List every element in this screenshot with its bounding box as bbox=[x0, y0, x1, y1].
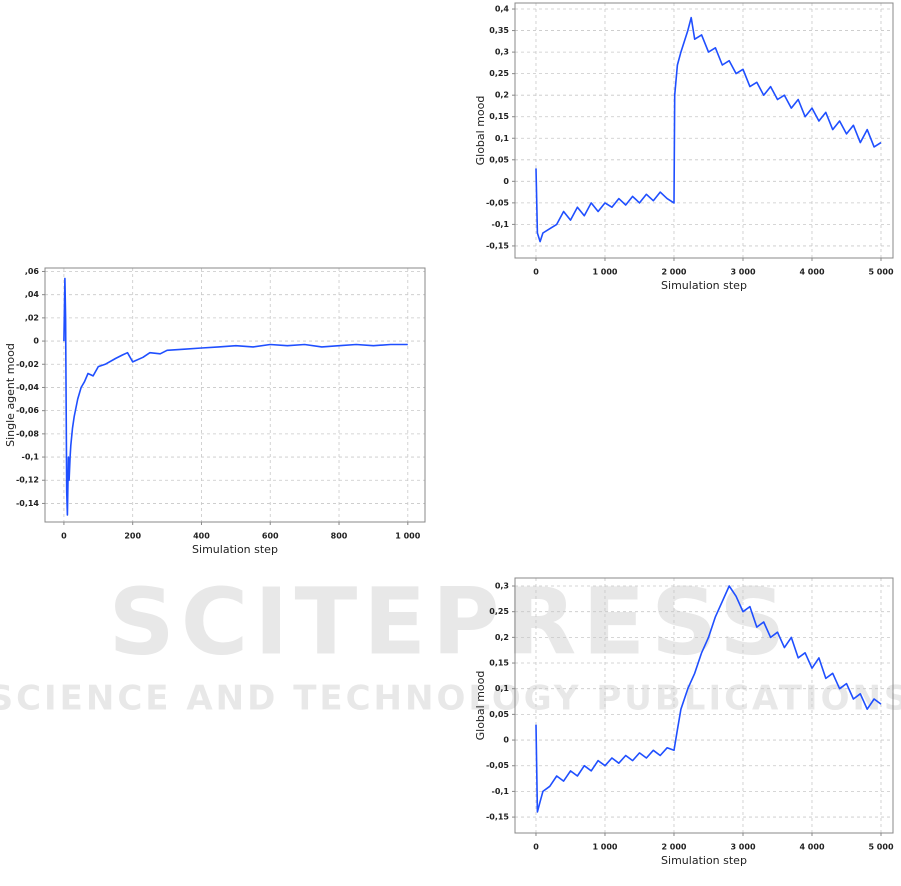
x-tick-label: 4 000 bbox=[799, 268, 824, 277]
watermark-subtitle: SCIENCE AND TECHNOLOGY PUBLICATIONS bbox=[0, 679, 901, 719]
y-tick-label: -0,15 bbox=[486, 241, 509, 250]
y-tick-label: 0,25 bbox=[489, 607, 509, 616]
y-tick-label: 0,05 bbox=[489, 710, 509, 719]
y-tick-label: ,04 bbox=[25, 290, 40, 299]
x-tick-label: 5 000 bbox=[868, 268, 893, 277]
plot-frame bbox=[514, 577, 894, 834]
y-tick-label: -0,1 bbox=[492, 220, 510, 229]
x-tick-label: 2 000 bbox=[661, 268, 686, 277]
y-tick-label: 0,1 bbox=[495, 684, 510, 693]
x-tick-label: 0 bbox=[533, 843, 539, 852]
x-tick-label: 2 000 bbox=[661, 843, 686, 852]
x-tick-label: 600 bbox=[262, 532, 279, 541]
data-line bbox=[535, 16, 882, 243]
plot-frame bbox=[44, 267, 426, 523]
y-tick-label: 0,15 bbox=[489, 659, 509, 668]
y-tick-label: 0,35 bbox=[489, 26, 509, 35]
y-tick-label: -0,14 bbox=[16, 499, 39, 508]
y-tick-label: 0,25 bbox=[489, 69, 509, 78]
x-tick-label: 1 000 bbox=[592, 268, 617, 277]
y-tick-label: -0,02 bbox=[16, 360, 39, 369]
x-tick-label: 0 bbox=[533, 268, 539, 277]
y-tick-label: -0,05 bbox=[486, 198, 509, 207]
x-axis-label: Simulation step bbox=[661, 279, 747, 292]
x-axis-label: Simulation step bbox=[661, 854, 747, 867]
x-axis-label: Simulation step bbox=[192, 543, 278, 556]
y-tick-label: ,06 bbox=[25, 267, 40, 276]
y-tick-label: 0,4 bbox=[495, 5, 510, 14]
y-tick-label: 0,3 bbox=[495, 48, 509, 57]
x-tick-label: 3 000 bbox=[730, 268, 755, 277]
y-tick-label: -0,1 bbox=[492, 787, 510, 796]
y-tick-label: -0,15 bbox=[486, 813, 509, 822]
y-tick-label: 0,15 bbox=[489, 112, 509, 121]
y-axis-label: Single agent mood bbox=[4, 343, 17, 447]
watermark-title: SCITEPRESS bbox=[108, 568, 791, 675]
x-tick-label: 800 bbox=[331, 532, 348, 541]
y-tick-label: 0,2 bbox=[495, 91, 509, 100]
y-tick-label: -0,05 bbox=[486, 761, 509, 770]
y-tick-label: 0 bbox=[33, 337, 39, 346]
x-tick-label: 0 bbox=[61, 532, 67, 541]
y-tick-label: ,02 bbox=[25, 313, 39, 322]
y-tick-label: -0,04 bbox=[16, 383, 39, 392]
y-tick-label: -0,12 bbox=[16, 476, 39, 485]
x-tick-label: 400 bbox=[193, 532, 210, 541]
y-tick-label: 0,2 bbox=[495, 633, 509, 642]
x-tick-label: 4 000 bbox=[799, 843, 824, 852]
y-tick-label: -0,06 bbox=[16, 406, 39, 415]
watermark: SCITEPRESS SCIENCE AND TECHNOLOGY PUBLIC… bbox=[0, 568, 901, 718]
x-tick-label: 5 000 bbox=[868, 843, 893, 852]
plot-frame bbox=[514, 2, 894, 259]
x-tick-label: 1 000 bbox=[395, 532, 420, 541]
x-tick-label: 3 000 bbox=[730, 843, 755, 852]
y-tick-label: 0,1 bbox=[495, 134, 510, 143]
data-line bbox=[63, 277, 408, 516]
data-line bbox=[535, 585, 882, 813]
y-tick-label: 0,05 bbox=[489, 155, 509, 164]
y-tick-label: 0,3 bbox=[495, 582, 509, 591]
y-axis-label: Global mood bbox=[474, 96, 487, 166]
y-tick-label: 0 bbox=[503, 177, 509, 186]
y-axis-label: Global mood bbox=[474, 671, 487, 741]
y-tick-label: -0,1 bbox=[22, 453, 40, 462]
y-tick-label: -0,08 bbox=[16, 429, 39, 438]
x-tick-label: 200 bbox=[124, 532, 141, 541]
y-tick-label: 0 bbox=[503, 736, 509, 745]
x-tick-label: 1 000 bbox=[592, 843, 617, 852]
